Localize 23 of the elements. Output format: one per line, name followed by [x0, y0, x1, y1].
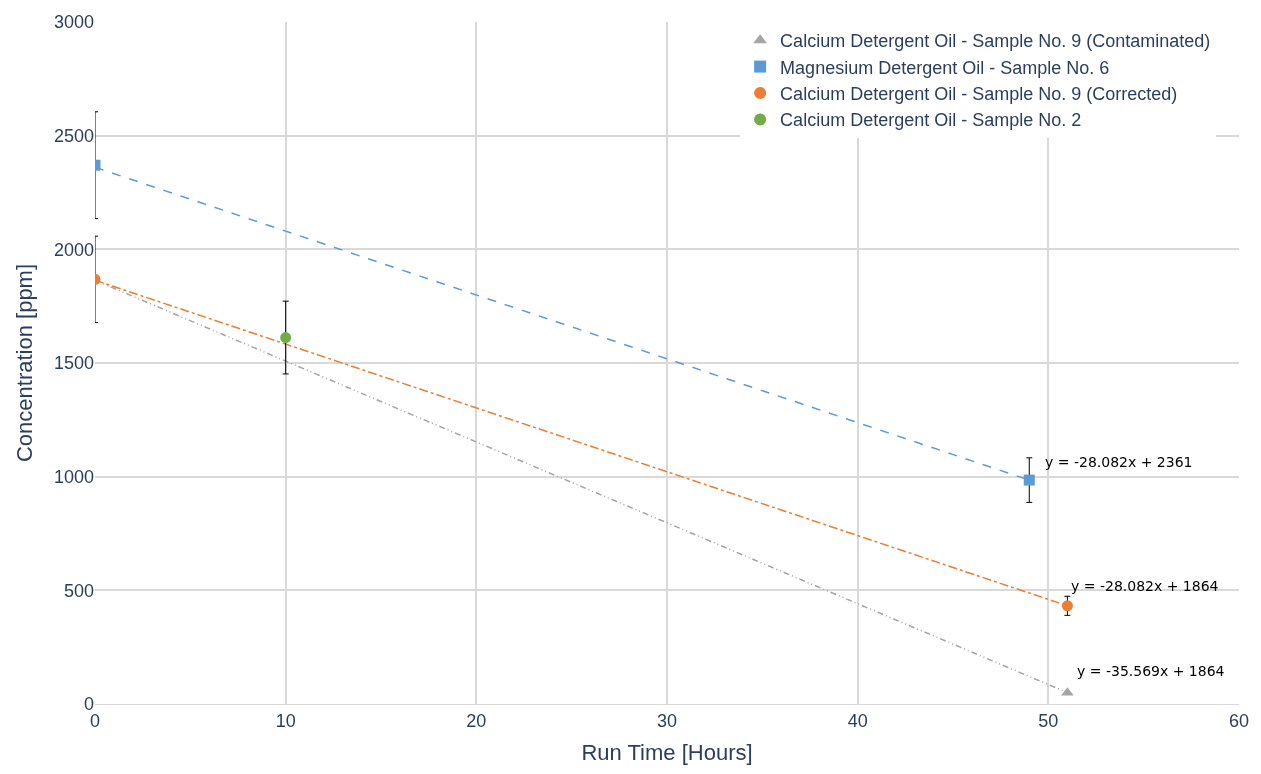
y-tick-label: 500	[63, 580, 94, 601]
annotation: y = -28.082x + 1864	[1071, 578, 1219, 594]
y-tick-label: 2000	[53, 239, 94, 260]
x-tick-label: 40	[847, 710, 868, 731]
legend-label: Calcium Detergent Oil - Sample No. 9 (Contaminated)	[780, 31, 1211, 52]
y-tick-label: 3000	[53, 12, 94, 33]
point	[280, 332, 292, 344]
y-axis-title: Concentration [ppm]	[11, 263, 37, 463]
y-tick-label: 2500	[53, 125, 94, 146]
annotation: y = -35.569x + 1864	[1077, 663, 1225, 679]
x-tick-label: 50	[1038, 710, 1059, 731]
legend-label: Calcium Detergent Oil - Sample No. 2	[780, 110, 1082, 131]
annotation: y = -28.082x + 2361	[1045, 454, 1193, 470]
y-tick-label: 1000	[53, 466, 94, 487]
x-tick-label: 60	[1228, 710, 1250, 731]
x-tick-label: 20	[466, 710, 487, 731]
x-tick-label: 30	[656, 710, 678, 731]
y-tick-label: 0	[83, 694, 94, 715]
x-tick-label: 10	[275, 710, 296, 731]
y-tick-label: 1500	[53, 353, 94, 374]
legend-label: Magnesium Detergent Oil - Sample No. 6	[780, 57, 1110, 78]
x-axis-title: Run Time [Hours]	[581, 740, 753, 766]
legend-label: Calcium Detergent Oil - Sample No. 9 (Corrected)	[780, 84, 1178, 105]
